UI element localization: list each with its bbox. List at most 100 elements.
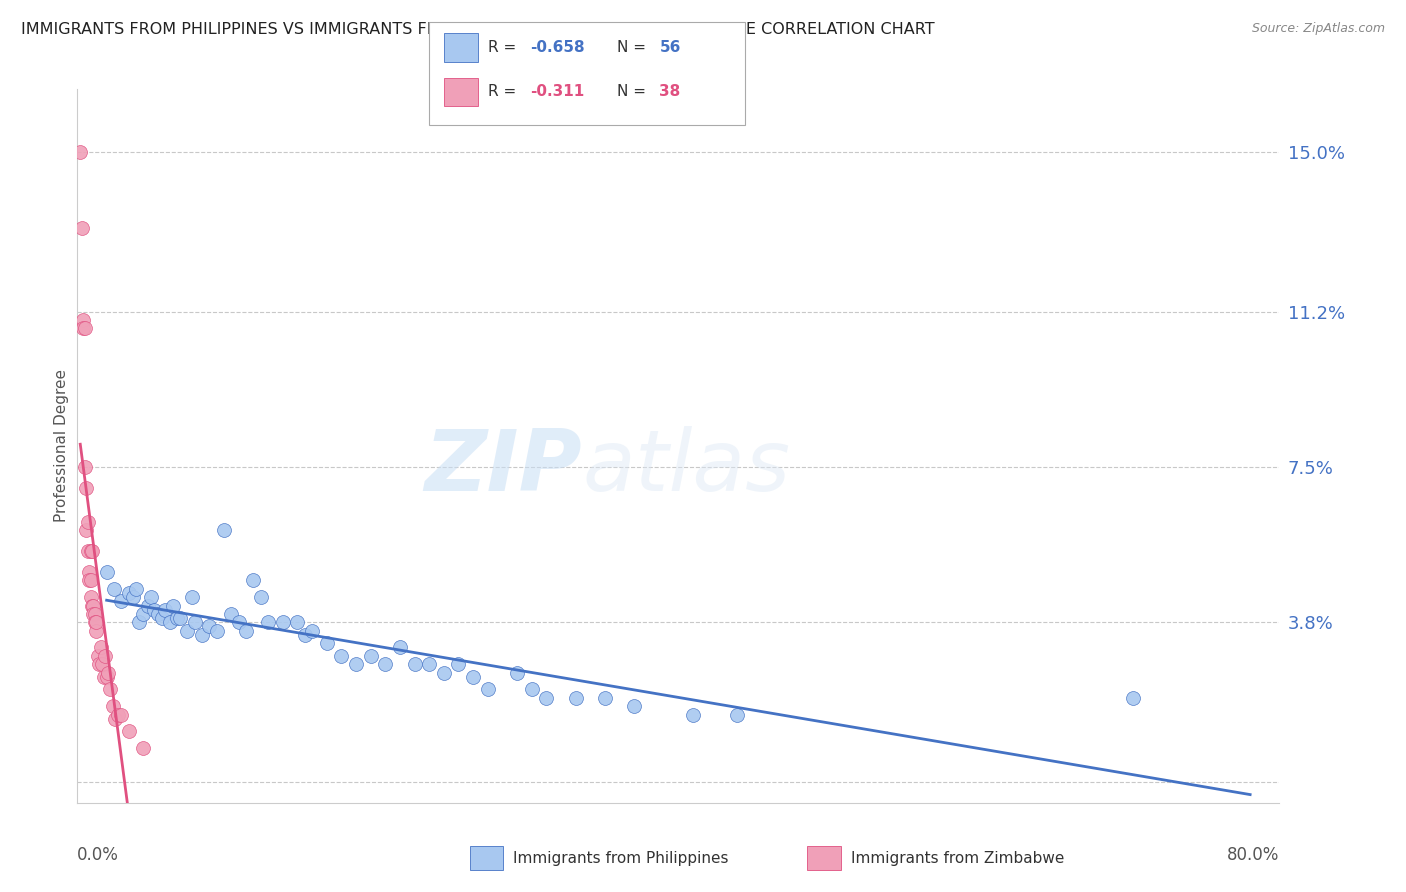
Point [93,670,115,684]
Point [72,321,94,335]
Point [1122,690,1144,705]
Point [77,565,100,579]
Point [315,636,337,650]
Text: Source: ZipAtlas.com: Source: ZipAtlas.com [1251,22,1385,36]
Point [155,603,177,617]
Text: R =: R = [488,85,522,99]
Point [536,690,558,705]
Point [242,574,264,588]
Point [94,648,117,663]
Point [169,611,191,625]
Point [198,619,221,633]
Text: 56: 56 [659,40,681,54]
Point [150,611,173,625]
Text: Immigrants from Philippines: Immigrants from Philippines [513,851,728,865]
Point [593,690,616,705]
Point [271,615,294,630]
Point [73,460,96,475]
Point [101,699,124,714]
Point [205,624,228,638]
Point [82,607,104,621]
Point [159,615,181,630]
Point [76,515,98,529]
Point [86,615,108,630]
Point [98,682,121,697]
Point [128,615,150,630]
Point [235,624,257,638]
Point [433,665,456,680]
Point [565,690,588,705]
Text: N =: N = [617,85,651,99]
Point [219,607,242,621]
Text: ZIP: ZIP [425,425,582,509]
Point [86,624,108,638]
Text: -0.311: -0.311 [530,85,585,99]
Text: 38: 38 [659,85,681,99]
Point [360,648,382,663]
Point [344,657,367,672]
Point [132,741,155,756]
Point [136,599,159,613]
Point [294,628,316,642]
Point [404,657,426,672]
Point [162,599,184,613]
Point [84,607,107,621]
Point [69,145,91,160]
Text: IMMIGRANTS FROM PHILIPPINES VS IMMIGRANTS FROM ZIMBABWE PROFESSIONAL DEGREE CORR: IMMIGRANTS FROM PHILIPPINES VS IMMIGRANT… [21,22,935,37]
Point [79,544,101,558]
Text: -0.658: -0.658 [530,40,585,54]
Text: 80.0%: 80.0% [1227,846,1279,863]
Text: 0.0%: 0.0% [77,846,120,863]
Point [139,590,162,604]
Point [166,611,188,625]
Point [97,665,120,680]
Point [285,615,308,630]
Point [91,657,114,672]
Point [96,565,118,579]
Text: N =: N = [617,40,651,54]
Point [84,615,107,630]
Point [623,699,645,714]
Point [96,670,118,684]
Point [132,607,155,621]
Y-axis label: Professional Degree: Professional Degree [53,369,69,523]
Point [117,724,139,739]
Point [447,657,470,672]
Point [82,599,104,613]
Point [463,670,485,684]
Point [110,594,132,608]
Point [330,648,353,663]
Point [477,682,499,697]
Point [212,523,235,537]
Point [520,682,543,697]
Point [107,707,129,722]
Point [76,544,98,558]
Point [79,574,101,588]
Point [191,628,214,642]
Point [75,481,97,495]
Point [89,657,111,672]
Point [725,707,748,722]
Point [87,648,110,663]
Point [249,590,271,604]
Point [374,657,396,672]
Point [142,603,165,617]
Text: R =: R = [488,40,522,54]
Point [122,590,145,604]
Point [103,582,125,596]
Point [117,586,139,600]
Point [506,665,529,680]
Point [80,599,103,613]
Point [77,574,100,588]
Text: atlas: atlas [582,425,790,509]
Point [418,657,440,672]
Point [180,590,202,604]
Point [75,523,97,537]
Point [79,590,101,604]
Point [110,707,132,722]
Point [146,607,169,621]
Point [257,615,280,630]
Point [183,615,205,630]
Point [72,313,94,327]
Point [80,544,103,558]
